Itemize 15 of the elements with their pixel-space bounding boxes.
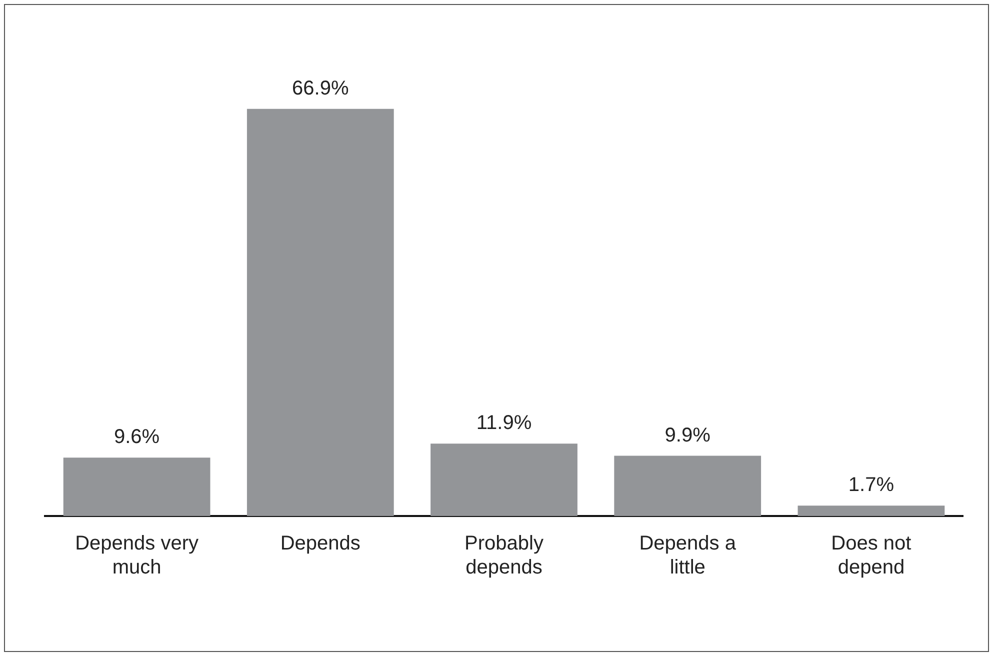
x-tick-label: Depends a little bbox=[639, 532, 737, 579]
bar bbox=[246, 108, 394, 516]
data-label: 9.9% bbox=[664, 424, 711, 446]
data-label: 9.6% bbox=[114, 426, 160, 448]
data-label: 66.9% bbox=[292, 77, 349, 100]
bar bbox=[430, 444, 578, 516]
bar bbox=[63, 458, 210, 516]
bar bbox=[798, 506, 945, 516]
bar bbox=[614, 456, 762, 516]
x-tick-label: Probably depends bbox=[464, 532, 544, 579]
x-tick-label: Does not depend bbox=[831, 532, 912, 579]
data-label: 1.7% bbox=[848, 474, 894, 496]
x-tick-label: Depends bbox=[280, 532, 360, 555]
x-tick-label: Depends very much bbox=[75, 532, 199, 579]
data-label: 11.9% bbox=[476, 412, 532, 434]
